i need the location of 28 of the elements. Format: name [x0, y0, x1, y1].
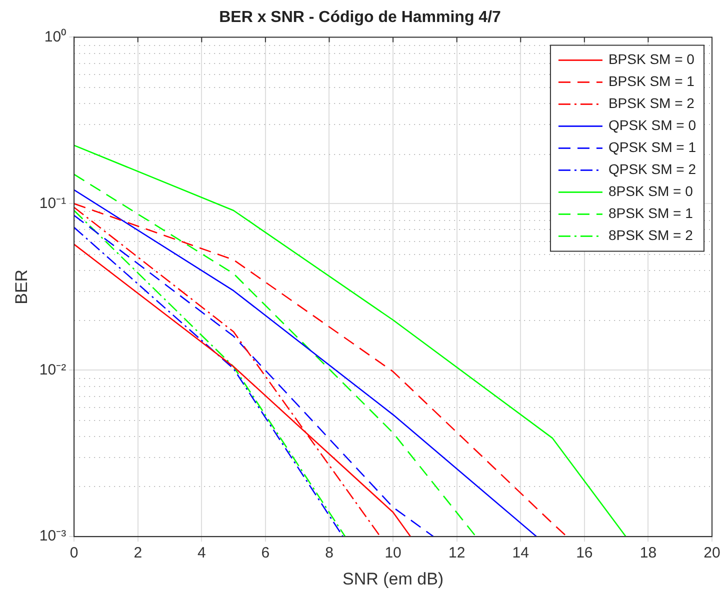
- x-tick-label: 8: [325, 544, 334, 562]
- legend-label: QPSK SM = 2: [608, 161, 696, 178]
- x-tick-label: 0: [70, 544, 78, 562]
- x-tick-label: 12: [448, 544, 466, 562]
- y-tick-label: 10⁻¹: [39, 194, 66, 212]
- line-series: [74, 174, 477, 537]
- legend-label: BPSK SM = 0: [608, 51, 695, 68]
- chart-title: BER x SNR - Código de Hamming 4/7: [219, 9, 502, 26]
- legend-label: BPSK SM = 1: [608, 73, 695, 90]
- y-axis-title: BER: [12, 269, 31, 304]
- x-axis-title: SNR (em dB): [342, 569, 444, 588]
- x-tick-label: 18: [640, 544, 657, 562]
- x-tick-label: 6: [261, 544, 270, 562]
- x-tick-label: 16: [576, 544, 593, 562]
- legend-label: 8PSK SM = 2: [608, 227, 694, 244]
- legend-label: QPSK SM = 1: [608, 139, 696, 156]
- x-tick-label: 14: [512, 544, 529, 562]
- legend-label: 8PSK SM = 1: [608, 205, 694, 222]
- legend-label: BPSK SM = 2: [608, 95, 695, 112]
- x-tick-label: 10: [384, 544, 402, 562]
- y-tick-label: 10⁰: [44, 28, 66, 46]
- legend-label: 8PSK SM = 0: [608, 183, 694, 200]
- x-tick-label: 2: [134, 544, 142, 562]
- legend-label: QPSK SM = 0: [608, 117, 696, 134]
- x-tick-label: 4: [197, 544, 206, 562]
- x-tick-label: 20: [704, 544, 720, 562]
- y-tick-label: 10⁻³: [39, 528, 66, 545]
- y-tick-label: 10⁻²: [39, 361, 66, 378]
